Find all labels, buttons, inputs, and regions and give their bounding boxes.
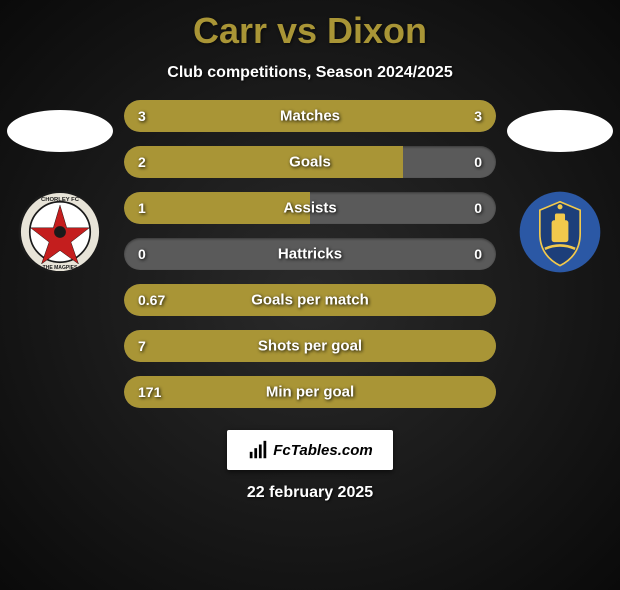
stat-fill-left	[124, 146, 403, 178]
stat-label: Hattricks	[278, 246, 342, 263]
brand-text: FcTables.com	[273, 442, 372, 459]
subtitle-text: Club competitions, Season 2024/2025	[0, 64, 620, 82]
brand-logo-box: FcTables.com	[227, 430, 393, 470]
stat-value-left: 0.67	[138, 292, 165, 308]
stat-value-left: 7	[138, 338, 146, 354]
stat-label: Assists	[283, 200, 336, 217]
stat-value-right: 0	[474, 246, 482, 262]
stat-label: Goals per match	[251, 292, 369, 309]
right-club-crest	[518, 190, 602, 274]
left-club-crest: CHORLEY FC THE MAGPIES	[18, 190, 102, 274]
stat-value-right: 0	[474, 154, 482, 170]
stat-fill-left	[124, 192, 310, 224]
stat-value-right: 0	[474, 200, 482, 216]
left-avatar-placeholder	[7, 110, 113, 152]
stat-label: Shots per goal	[258, 338, 362, 355]
stat-bar: 0.67 Goals per match	[124, 284, 496, 316]
stat-bar: 0 Hattricks 0	[124, 238, 496, 270]
date-text: 22 february 2025	[247, 484, 373, 502]
right-player-column	[500, 100, 620, 274]
right-avatar-placeholder	[507, 110, 613, 152]
svg-text:THE MAGPIES: THE MAGPIES	[43, 265, 78, 271]
stat-value-left: 3	[138, 108, 146, 124]
footer: FcTables.com 22 february 2025	[0, 430, 620, 502]
chart-icon	[247, 439, 269, 461]
stat-bar: 171 Min per goal	[124, 376, 496, 408]
stat-value-left: 2	[138, 154, 146, 170]
stat-value-left: 171	[138, 384, 161, 400]
stat-label: Matches	[280, 108, 340, 125]
content-row: CHORLEY FC THE MAGPIES 3Matches32Goals01…	[0, 100, 620, 408]
stat-label: Min per goal	[266, 384, 354, 401]
stat-bar: 7 Shots per goal	[124, 330, 496, 362]
stat-label: Goals	[289, 154, 331, 171]
stat-value-left: 0	[138, 246, 146, 262]
stat-bar: 1 Assists 0	[124, 192, 496, 224]
stat-value-left: 1	[138, 200, 146, 216]
stat-bar: 2 Goals 0	[124, 146, 496, 178]
stat-value-right: 3	[474, 108, 482, 124]
left-player-column: CHORLEY FC THE MAGPIES	[0, 100, 120, 274]
stats-bars-container: 3 Matches 3 2 Goals 0 1 Assists 0 0 Hattricks 0 0.67…	[120, 100, 500, 408]
svg-text:CHORLEY FC: CHORLEY FC	[41, 197, 80, 203]
page-title: Carr vs Dixon	[0, 10, 620, 52]
stat-bar: 3 Matches 3	[124, 100, 496, 132]
